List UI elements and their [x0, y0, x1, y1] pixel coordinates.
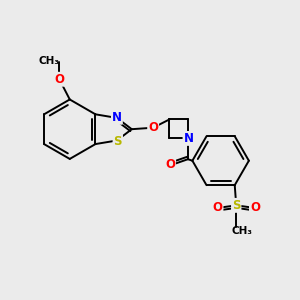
Text: O: O — [250, 201, 260, 214]
Text: O: O — [148, 121, 158, 134]
Text: N: N — [184, 132, 194, 145]
Text: CH₃: CH₃ — [231, 226, 252, 236]
Text: O: O — [212, 201, 223, 214]
Text: O: O — [165, 158, 175, 171]
Text: S: S — [113, 135, 122, 148]
Text: N: N — [112, 111, 122, 124]
Text: O: O — [54, 73, 64, 86]
Text: S: S — [232, 199, 241, 212]
Text: CH₃: CH₃ — [38, 56, 59, 66]
